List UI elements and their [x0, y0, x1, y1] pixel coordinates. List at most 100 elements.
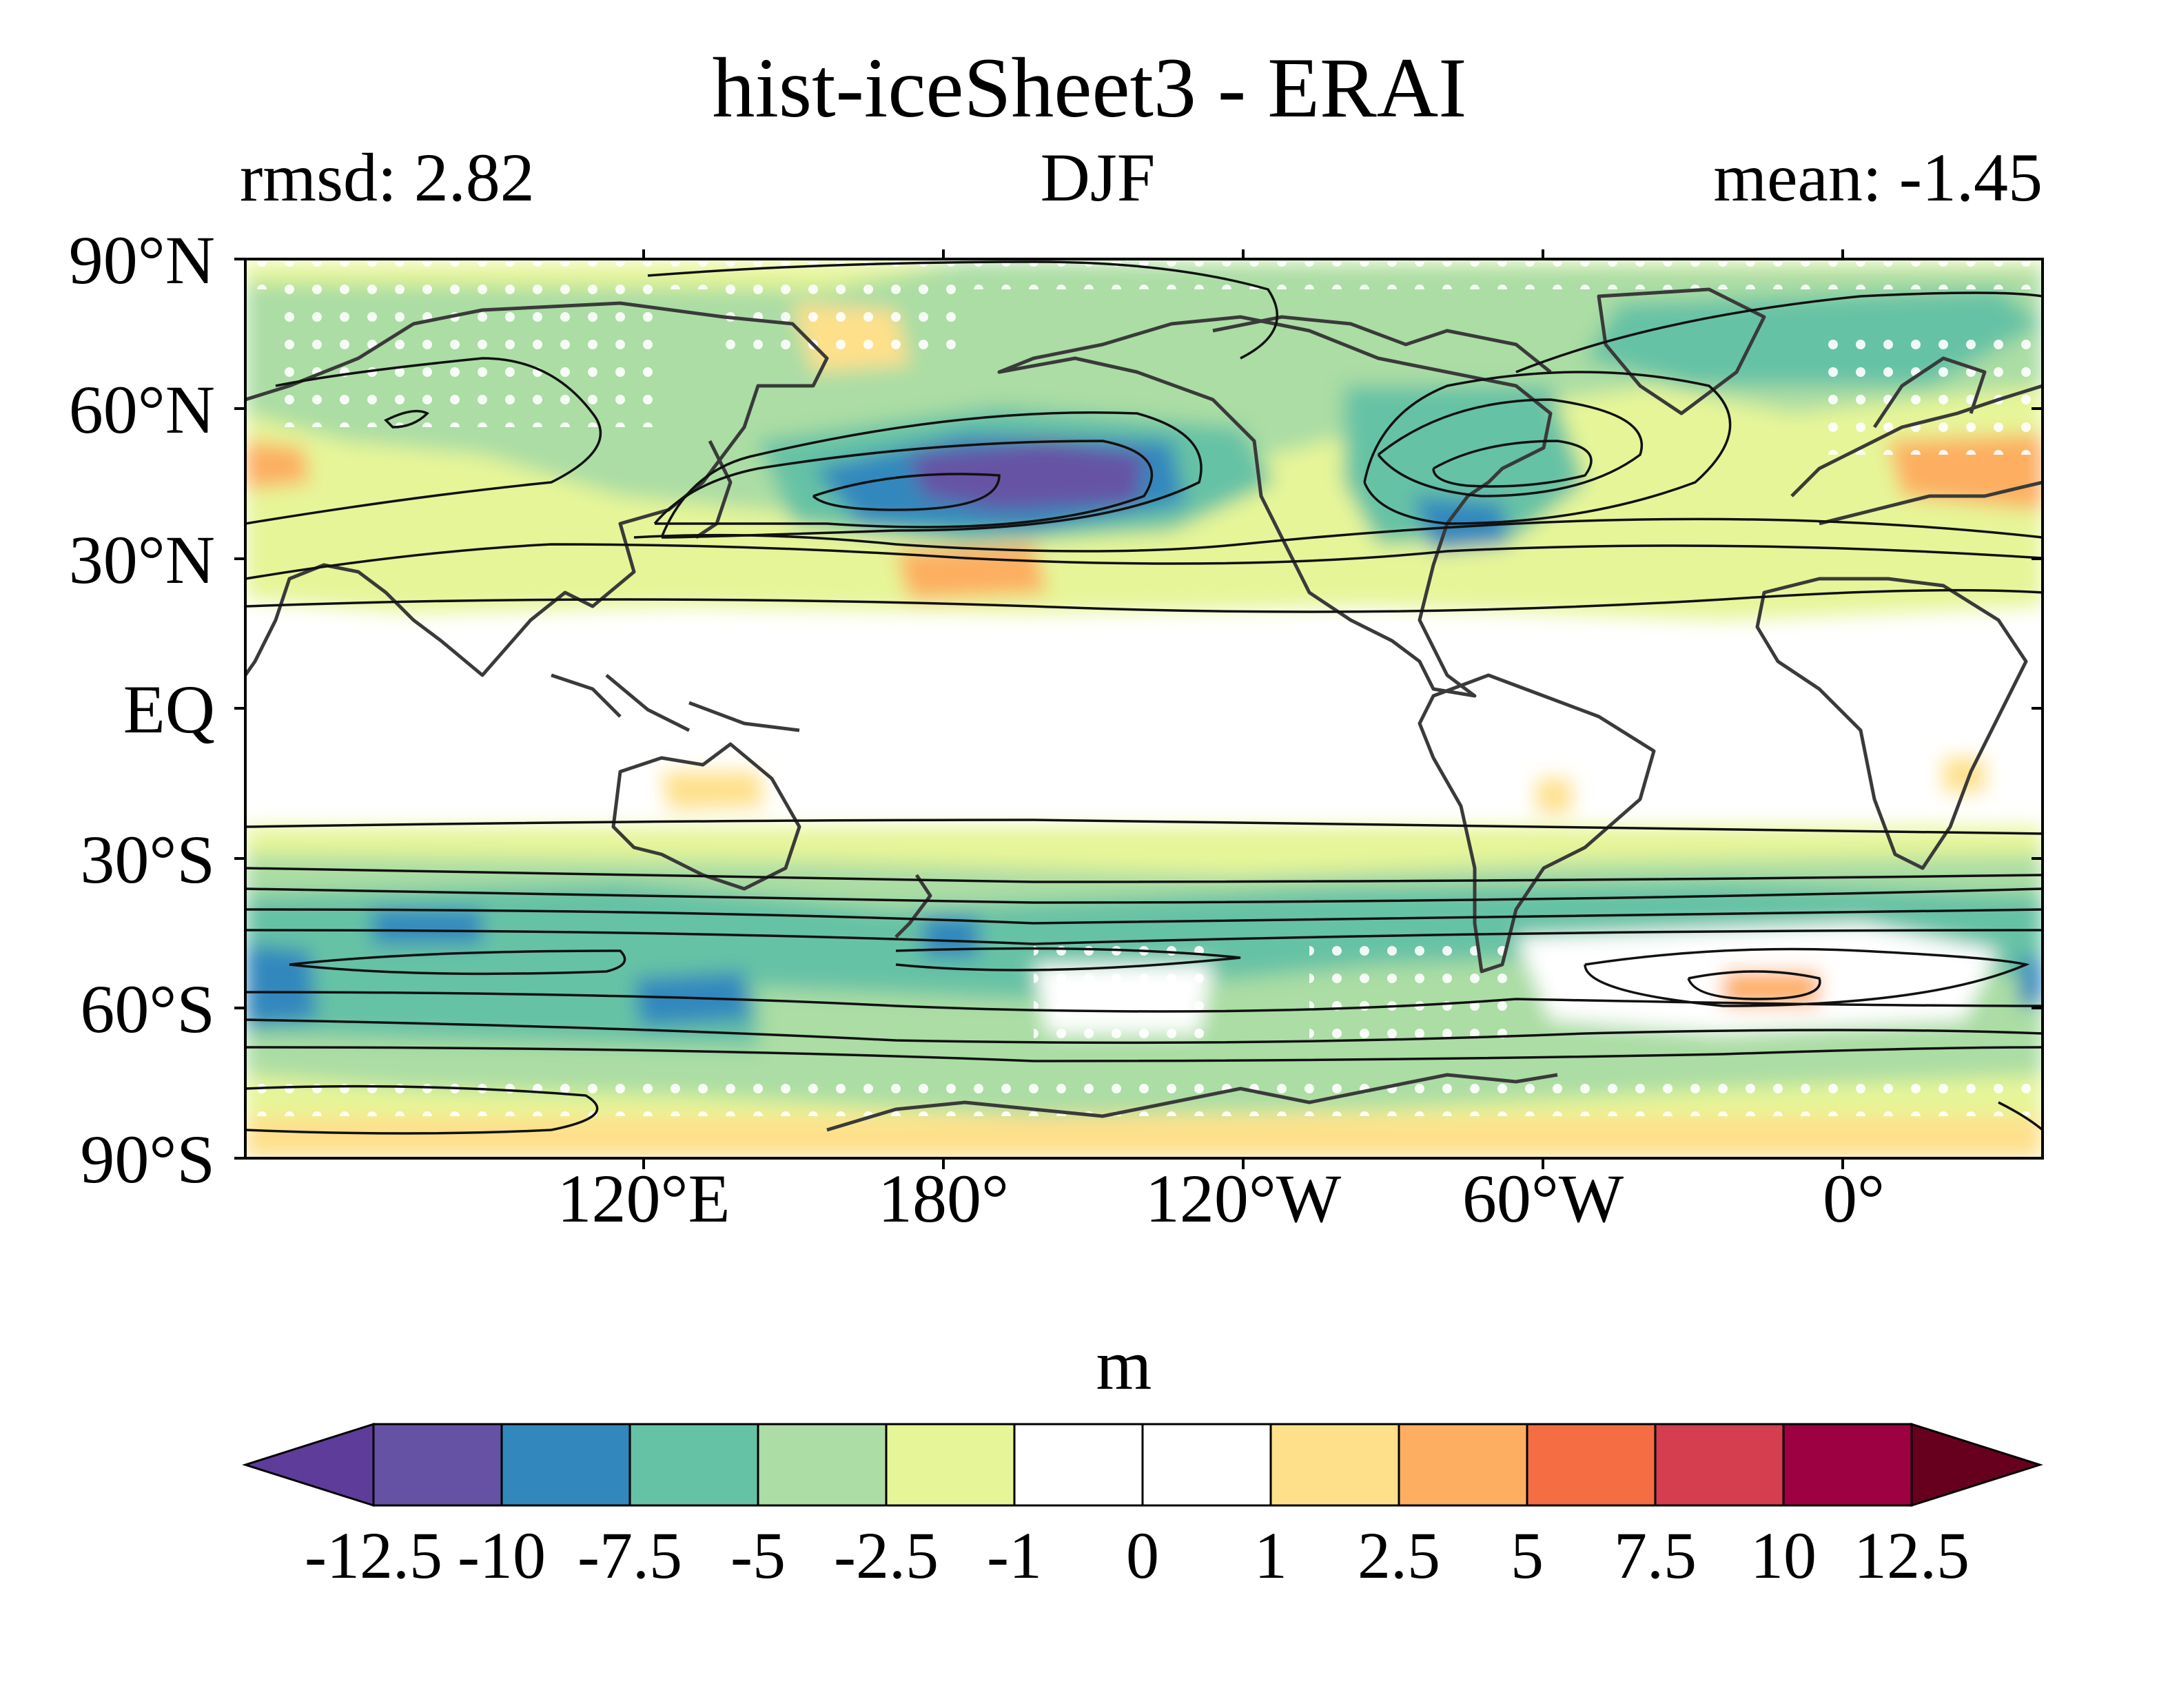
lon-label-120e: 120°E: [557, 1160, 730, 1237]
colorbar-extend-low: [242, 1422, 375, 1508]
colorbar-bin-11: [1654, 1423, 1785, 1507]
contour-sh-13: [245, 1084, 599, 1135]
contour-nh-3: [633, 517, 2043, 553]
colorbar-label: -10: [458, 1519, 546, 1592]
colorbar-bin-5: [885, 1423, 1016, 1507]
field-sh-blue4: [372, 909, 482, 944]
field-sh-blue5: [2019, 958, 2043, 1006]
map-panel: [245, 259, 2043, 1158]
contour-sh-10: [245, 991, 2043, 1013]
contour-sh-2: [245, 867, 2043, 883]
contour-sh-1: [245, 819, 2043, 835]
colorbar-label: -12.5: [305, 1519, 442, 1592]
contour-sh-7: [895, 947, 1241, 971]
contour-icel-2: [1432, 440, 1593, 488]
coast-north-america: [997, 315, 1553, 698]
coast-australia: [611, 742, 801, 891]
plot-title: hist-iceSheet3 - ERAI: [712, 41, 1467, 135]
colorbar-bin-1: [372, 1423, 503, 1507]
lat-label-eq: EQ: [123, 671, 215, 748]
coast-eurasia: [245, 301, 829, 677]
colorbar-label: 2.5: [1358, 1519, 1440, 1592]
contour-sh-14: [1998, 1101, 2043, 1131]
lat-label-60n: 60°N: [68, 371, 215, 448]
colorbar-bin-6: [1013, 1423, 1144, 1507]
contour-nh-2: [245, 543, 2043, 580]
coastlines: [245, 287, 2043, 1132]
field-aus-yellow: [662, 772, 765, 810]
contour-sh-4: [245, 908, 2043, 925]
contour-sh-6: [289, 949, 626, 976]
field-ant-yellow: [245, 1116, 2043, 1158]
colorbar-label: -1: [987, 1519, 1042, 1592]
contour-nh-6: [245, 357, 602, 525]
colorbar-label: 12.5: [1854, 1519, 1970, 1592]
contours: [245, 260, 2043, 1135]
colorbar-bin-2: [500, 1423, 631, 1507]
contour-nh-5: [812, 473, 1001, 511]
colorbar-label: 10: [1750, 1519, 1817, 1592]
lat-label-30n: 30°N: [68, 522, 215, 598]
contour-icel-3: [1363, 371, 1732, 525]
lon-label-0: 0°: [1823, 1160, 1885, 1237]
contour-sh-8: [1584, 947, 2030, 1007]
field-w-orange: [245, 441, 310, 489]
lat-label-60s: 60°S: [80, 971, 215, 1047]
contour-arctic-2: [1515, 291, 2043, 373]
colorbar-bin-4: [757, 1423, 888, 1507]
lat-label-90s: 90°S: [80, 1121, 215, 1197]
colorbar-label: 1: [1254, 1519, 1287, 1592]
field-npac-orange: [896, 544, 1047, 599]
field-atl-teal: [1344, 386, 1585, 544]
lon-label-180: 180°: [878, 1160, 1009, 1237]
contour-sh-11: [245, 1018, 2043, 1045]
field-sam-yellow: [1537, 779, 1571, 813]
colorbar-label: -2.5: [834, 1519, 939, 1592]
contour-nh-1: [245, 588, 2043, 613]
field-sh-blue1: [245, 944, 317, 1027]
colorbar-bin-10: [1526, 1423, 1657, 1507]
colorbar-label: 5: [1511, 1519, 1544, 1592]
coast-europe: [1790, 384, 2043, 526]
coast-africa: [1755, 577, 2028, 870]
colorbar-bin-7: [1141, 1423, 1272, 1507]
colorbar: [242, 1422, 2043, 1508]
coast-scandinavia: [1872, 356, 1987, 429]
colorbar-extend-high: [1910, 1422, 2043, 1508]
contour-pole-small: [384, 409, 429, 429]
rmsd-label: rmsd: 2.82: [240, 139, 535, 216]
mean-label: mean: -1.45: [1713, 139, 2043, 216]
lat-label-30s: 30°S: [80, 821, 215, 898]
colorbar-bin-3: [628, 1423, 759, 1507]
coast-antarctica: [826, 1073, 1558, 1132]
coast-japan: [695, 440, 733, 539]
field-nh-green: [245, 262, 2043, 524]
contour-sh-3: [245, 887, 2043, 904]
contour-arctic: [647, 260, 1279, 360]
contour-sh-5: [245, 929, 2043, 945]
coast-south-america: [1418, 673, 1656, 974]
axis-ticks: [234, 249, 2043, 1169]
coast-canada-islands: [1212, 315, 1552, 373]
colorbar-bin-12: [1782, 1423, 1913, 1507]
colorbar-label: -5: [730, 1519, 786, 1592]
colorbar-label: -7.5: [577, 1519, 682, 1592]
contour-sh-12: [245, 1046, 2043, 1062]
colorbar-unit: m: [1096, 1326, 1152, 1405]
colorbar-label: 7.5: [1614, 1519, 1697, 1592]
colorbar-bin-9: [1398, 1423, 1528, 1507]
field-sh-teal2: [245, 937, 758, 1047]
contour-aleut: [660, 411, 1203, 539]
coast-nz: [894, 874, 932, 938]
coast-greenland: [1597, 287, 1766, 415]
colorbar-bin-8: [1269, 1423, 1400, 1507]
lon-label-60w: 60°W: [1462, 1160, 1624, 1237]
lon-label-120w: 120°W: [1145, 1160, 1342, 1237]
contour-sh-9: [1687, 970, 1821, 1000]
field-sh-blue3: [923, 916, 979, 958]
contour-nh-4: [653, 440, 1154, 528]
lat-label-90n: 90°N: [68, 222, 215, 298]
season-label: DJF: [1040, 139, 1156, 216]
contour-icel-1: [1377, 398, 1643, 497]
